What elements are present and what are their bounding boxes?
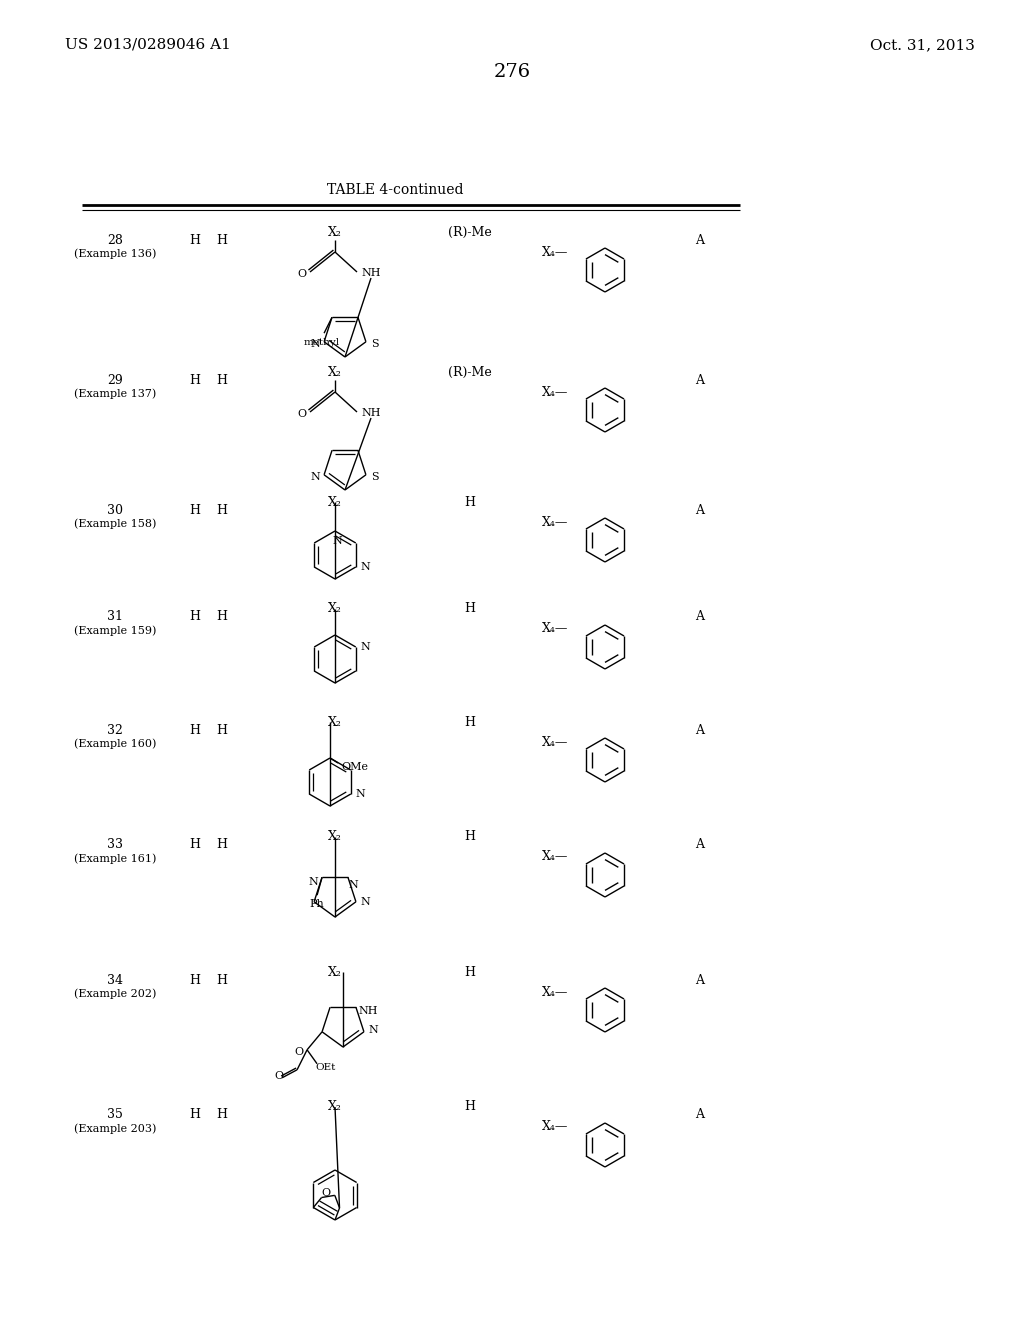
Text: OEt: OEt: [315, 1064, 335, 1072]
Text: X₂: X₂: [328, 830, 342, 843]
Text: H: H: [216, 838, 227, 851]
Text: A: A: [695, 610, 705, 623]
Text: H: H: [189, 374, 201, 387]
Text: 33: 33: [106, 838, 123, 851]
Text: US 2013/0289046 A1: US 2013/0289046 A1: [65, 38, 230, 51]
Text: H: H: [216, 234, 227, 247]
Text: X₄—: X₄—: [542, 385, 568, 399]
Text: A: A: [695, 723, 705, 737]
Text: (Example 160): (Example 160): [74, 739, 157, 750]
Text: S: S: [371, 471, 379, 482]
Text: H: H: [216, 503, 227, 516]
Text: A: A: [695, 234, 705, 247]
Text: Ph: Ph: [309, 899, 325, 909]
Text: 29: 29: [108, 374, 123, 387]
Text: (Example 161): (Example 161): [74, 854, 157, 865]
Text: (Example 203): (Example 203): [74, 1123, 157, 1134]
Text: X₂: X₂: [328, 226, 342, 239]
Text: H: H: [189, 1109, 201, 1122]
Text: H: H: [465, 965, 475, 978]
Text: X₂: X₂: [328, 366, 342, 379]
Text: H: H: [465, 495, 475, 508]
Text: S: S: [371, 339, 379, 348]
Text: A: A: [695, 503, 705, 516]
Text: H: H: [465, 602, 475, 615]
Text: (Example 159): (Example 159): [74, 626, 157, 636]
Text: (Example 136): (Example 136): [74, 248, 157, 259]
Text: (R)-Me: (R)-Me: [449, 366, 492, 379]
Text: H: H: [189, 723, 201, 737]
Text: N: N: [348, 880, 357, 890]
Text: X₄—: X₄—: [542, 735, 568, 748]
Text: N: N: [360, 896, 370, 907]
Text: N: N: [308, 878, 317, 887]
Text: N: N: [332, 536, 342, 546]
Text: 35: 35: [108, 1109, 123, 1122]
Text: N: N: [368, 1024, 378, 1035]
Text: N: N: [360, 562, 371, 572]
Text: X₂: X₂: [328, 495, 342, 508]
Text: Oct. 31, 2013: Oct. 31, 2013: [870, 38, 975, 51]
Text: X₄—: X₄—: [542, 986, 568, 998]
Text: NH: NH: [358, 1006, 378, 1016]
Text: X₄—: X₄—: [542, 1121, 568, 1134]
Text: NH: NH: [361, 268, 381, 279]
Text: H: H: [189, 234, 201, 247]
Text: H: H: [189, 503, 201, 516]
Text: H: H: [216, 374, 227, 387]
Text: X₄—: X₄—: [542, 246, 568, 259]
Text: N: N: [310, 471, 319, 482]
Text: O: O: [297, 269, 306, 279]
Text: 30: 30: [106, 503, 123, 516]
Text: (R)-Me: (R)-Me: [449, 226, 492, 239]
Text: X₄—: X₄—: [542, 623, 568, 635]
Text: (Example 137): (Example 137): [74, 388, 156, 399]
Text: H: H: [216, 1109, 227, 1122]
Text: (Example 158): (Example 158): [74, 519, 157, 529]
Text: O: O: [322, 1188, 331, 1199]
Text: A: A: [695, 374, 705, 387]
Text: H: H: [189, 838, 201, 851]
Text: X₂: X₂: [328, 602, 342, 615]
Text: A: A: [695, 1109, 705, 1122]
Text: X₂: X₂: [328, 1101, 342, 1114]
Text: methyl: methyl: [304, 338, 340, 347]
Text: X₄—: X₄—: [542, 516, 568, 528]
Text: H: H: [189, 974, 201, 986]
Text: N: N: [356, 789, 366, 799]
Text: A: A: [695, 838, 705, 851]
Text: NH: NH: [361, 408, 381, 418]
Text: X₂: X₂: [328, 715, 342, 729]
Text: H: H: [216, 610, 227, 623]
Text: N: N: [360, 642, 371, 652]
Text: TABLE 4-continued: TABLE 4-continued: [327, 183, 463, 197]
Text: X₄—: X₄—: [542, 850, 568, 863]
Text: O: O: [295, 1047, 304, 1057]
Text: X₂: X₂: [328, 965, 342, 978]
Text: 28: 28: [108, 234, 123, 247]
Text: OMe: OMe: [341, 762, 369, 772]
Text: 34: 34: [106, 974, 123, 986]
Text: 276: 276: [494, 63, 530, 81]
Text: H: H: [216, 723, 227, 737]
Text: O: O: [297, 409, 306, 418]
Text: N: N: [310, 339, 319, 348]
Text: H: H: [465, 830, 475, 843]
Text: H: H: [465, 715, 475, 729]
Text: 32: 32: [108, 723, 123, 737]
Text: (Example 202): (Example 202): [74, 989, 157, 999]
Text: A: A: [695, 974, 705, 986]
Text: H: H: [216, 974, 227, 986]
Text: 31: 31: [106, 610, 123, 623]
Text: H: H: [189, 610, 201, 623]
Text: H: H: [465, 1101, 475, 1114]
Text: O: O: [274, 1071, 284, 1081]
